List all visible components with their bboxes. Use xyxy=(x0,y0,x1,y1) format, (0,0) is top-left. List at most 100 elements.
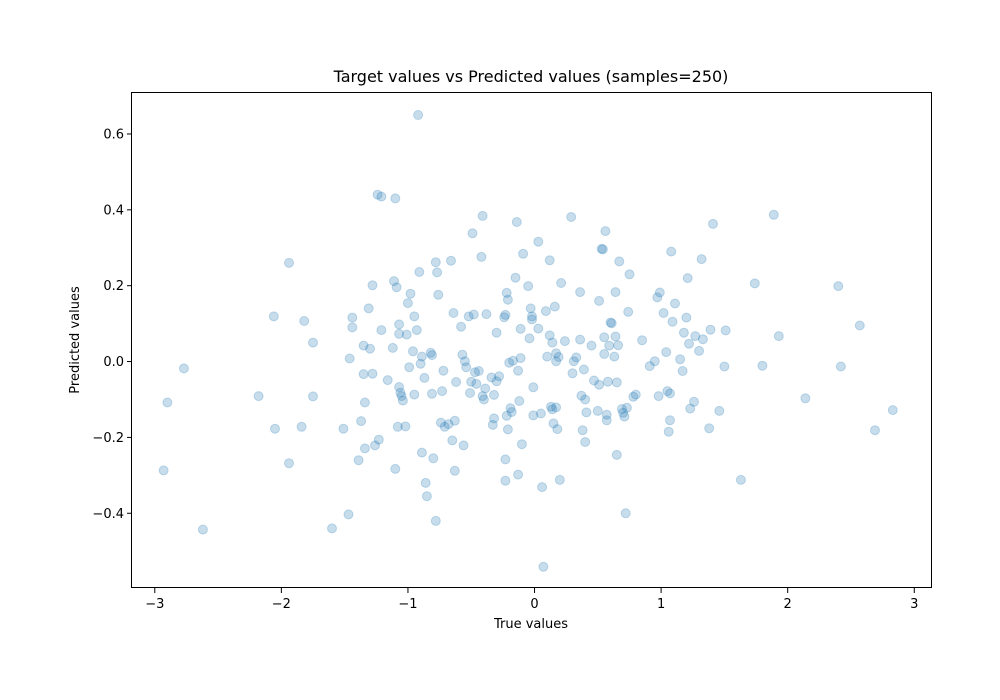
scatter-point xyxy=(344,353,355,364)
scatter-point xyxy=(694,345,705,356)
scatter-point xyxy=(662,386,673,397)
scatter-point xyxy=(663,426,674,437)
scatter-point xyxy=(500,475,511,486)
scatter-point xyxy=(467,228,478,239)
scatter-point xyxy=(601,409,612,420)
x-tick-label: 1 xyxy=(657,597,665,612)
scatter-point xyxy=(500,454,511,465)
scatter-point xyxy=(544,255,555,266)
scatter-point xyxy=(347,312,358,323)
scatter-point xyxy=(430,257,441,268)
scatter-point xyxy=(559,336,570,347)
scatter-point xyxy=(284,458,294,469)
scatter-point xyxy=(620,508,631,519)
scatter-point xyxy=(448,308,459,318)
scatter-point xyxy=(689,396,699,407)
scatter-point xyxy=(409,389,420,400)
scatter-point xyxy=(411,325,422,336)
scatter-point xyxy=(433,289,444,300)
scatter-point xyxy=(696,254,707,265)
scatter-point xyxy=(391,282,402,293)
scatter-point xyxy=(551,348,562,359)
scatter-point xyxy=(637,335,648,346)
scatter-point xyxy=(547,337,558,348)
scatter-point xyxy=(854,320,865,331)
scatter-point xyxy=(480,383,491,394)
scatter-point xyxy=(614,256,625,267)
x-tick-label: 0 xyxy=(530,597,538,612)
scatter-point xyxy=(528,382,539,393)
scatter-point xyxy=(376,325,387,336)
scatter-point xyxy=(459,356,470,367)
scatter-point xyxy=(370,440,380,451)
scatter-point xyxy=(835,361,846,372)
scatter-point xyxy=(414,267,425,277)
scatter-point xyxy=(666,246,677,257)
scatter-point xyxy=(508,355,518,366)
scatter-point xyxy=(533,236,544,247)
scatter-point xyxy=(600,226,611,237)
scatter-point xyxy=(551,402,562,413)
scatter-point xyxy=(537,482,548,493)
scatter-point xyxy=(586,340,597,351)
scatter-point xyxy=(432,267,443,278)
scatter-point xyxy=(677,366,688,376)
scatter-point xyxy=(749,278,760,289)
scatter-point xyxy=(427,388,437,399)
scatter-point xyxy=(594,295,605,306)
scatter-point xyxy=(394,328,405,339)
scatter-point xyxy=(353,455,364,466)
scatter-point xyxy=(477,210,488,221)
scatter-point xyxy=(409,311,420,322)
scatter-point xyxy=(604,340,615,351)
scatter-point xyxy=(456,321,467,332)
scatter-point xyxy=(505,403,516,414)
scatter-point xyxy=(628,391,639,402)
scatter-point xyxy=(619,411,630,422)
scatter-point xyxy=(870,425,880,436)
scatter-point xyxy=(367,280,378,291)
scatter-point xyxy=(684,338,694,349)
scatter-point xyxy=(665,388,675,399)
scatter-point xyxy=(597,244,608,255)
scatter-point xyxy=(461,362,472,373)
scatter-point xyxy=(624,269,635,280)
scatter-point xyxy=(576,390,587,401)
scatter-point xyxy=(458,440,469,451)
scatter-point xyxy=(540,306,551,317)
scatter-point xyxy=(592,405,603,416)
scatter-point xyxy=(690,331,701,342)
scatter-point xyxy=(162,397,173,408)
scatter-point xyxy=(678,327,689,338)
scatter-point xyxy=(415,358,426,369)
scatter-point xyxy=(502,424,513,435)
y-axis-label: Predicted values xyxy=(68,286,83,394)
scatter-point xyxy=(610,287,621,298)
scatter-point xyxy=(402,298,413,309)
scatter-point xyxy=(547,404,558,415)
points-layer xyxy=(158,110,898,572)
scatter-point xyxy=(327,523,337,534)
scatter-point xyxy=(158,465,169,476)
scatter-point xyxy=(308,337,318,348)
scatter-point xyxy=(481,309,492,320)
scatter-point xyxy=(338,423,349,434)
scatter-point xyxy=(719,361,730,372)
scatter-point xyxy=(449,465,460,476)
scatter-point xyxy=(757,360,768,371)
scatter-point xyxy=(270,423,280,434)
scatter-point xyxy=(554,474,565,485)
scatter-point xyxy=(546,401,556,412)
scatter-point xyxy=(542,351,553,362)
scatter-point xyxy=(451,377,462,387)
scatter-point xyxy=(421,491,432,502)
scatter-point xyxy=(511,217,522,227)
scatter-point xyxy=(681,312,692,323)
scatter-point xyxy=(606,318,617,329)
scatter-point xyxy=(599,349,610,359)
scatter-point xyxy=(544,330,555,341)
scatter-point xyxy=(500,309,511,320)
scatter-point xyxy=(578,364,589,375)
scatter-point xyxy=(358,340,369,351)
scatter-point xyxy=(510,272,521,283)
